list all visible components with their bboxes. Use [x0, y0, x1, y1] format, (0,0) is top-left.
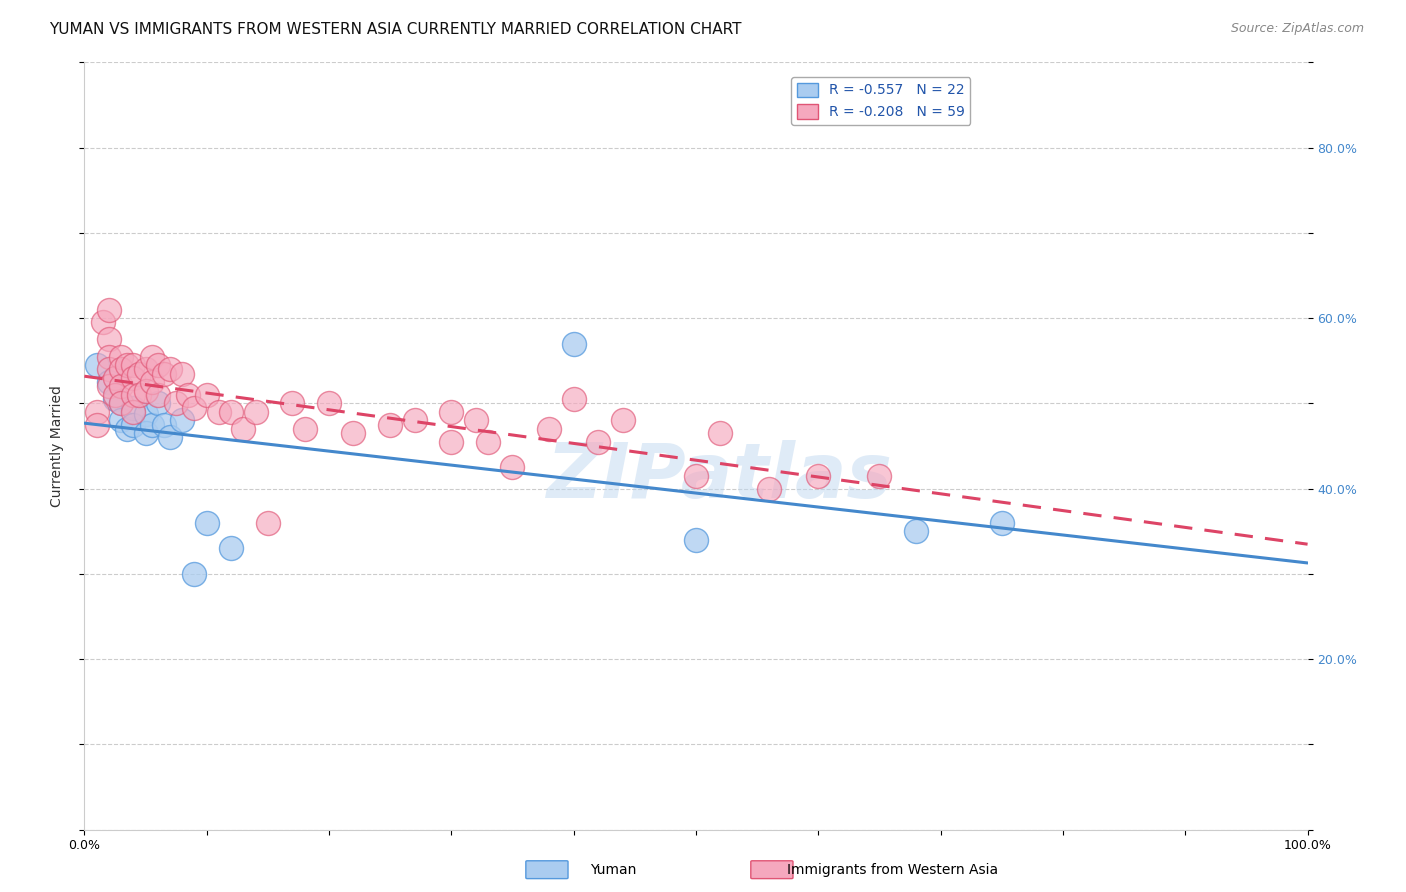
Y-axis label: Currently Married: Currently Married: [49, 385, 63, 507]
Point: [141, 417, 163, 432]
Point: [110, 396, 132, 410]
Point: [135, 426, 157, 441]
Point: [562, 336, 585, 351]
Point: [538, 422, 561, 436]
Point: [183, 566, 205, 581]
Point: [110, 362, 132, 376]
Point: [128, 367, 150, 381]
Point: [502, 460, 524, 475]
Point: [159, 430, 181, 444]
FancyBboxPatch shape: [526, 861, 568, 879]
Point: [97, 362, 120, 376]
Point: [122, 388, 145, 402]
Point: [122, 401, 145, 415]
FancyBboxPatch shape: [751, 861, 793, 879]
Point: [195, 516, 218, 530]
Point: [208, 405, 231, 419]
Point: [294, 422, 316, 436]
Legend: R = -0.557   N = 22, R = -0.208   N = 59: R = -0.557 N = 22, R = -0.208 N = 59: [792, 77, 970, 125]
Point: [141, 375, 163, 389]
Point: [122, 405, 145, 419]
Point: [177, 388, 200, 402]
Point: [97, 333, 120, 347]
Point: [586, 434, 609, 449]
Point: [172, 367, 194, 381]
Point: [380, 417, 402, 432]
Point: [97, 379, 120, 393]
Point: [128, 388, 150, 402]
Point: [91, 315, 114, 329]
Text: Yuman: Yuman: [591, 863, 637, 877]
Point: [219, 541, 242, 556]
Point: [905, 524, 928, 539]
Point: [135, 384, 157, 398]
Point: [97, 350, 120, 364]
Point: [86, 405, 108, 419]
Point: [562, 392, 585, 406]
Point: [115, 358, 138, 372]
Point: [86, 417, 108, 432]
Point: [86, 358, 108, 372]
Point: [685, 468, 707, 483]
Point: [122, 371, 145, 385]
Point: [709, 426, 731, 441]
Point: [869, 468, 891, 483]
Point: [97, 375, 120, 389]
Point: [318, 396, 340, 410]
Point: [612, 413, 634, 427]
Point: [404, 413, 426, 427]
Point: [991, 516, 1014, 530]
Point: [110, 413, 132, 427]
Point: [146, 396, 169, 410]
Point: [159, 362, 181, 376]
Point: [110, 379, 132, 393]
Point: [245, 405, 267, 419]
Point: [807, 468, 830, 483]
Point: [115, 422, 138, 436]
Point: [219, 405, 242, 419]
Point: [146, 388, 169, 402]
Point: [464, 413, 486, 427]
Point: [104, 392, 127, 406]
Point: [281, 396, 304, 410]
Point: [110, 350, 132, 364]
Text: YUMAN VS IMMIGRANTS FROM WESTERN ASIA CURRENTLY MARRIED CORRELATION CHART: YUMAN VS IMMIGRANTS FROM WESTERN ASIA CU…: [49, 22, 742, 37]
Point: [122, 417, 145, 432]
Point: [141, 350, 163, 364]
Point: [97, 302, 120, 317]
Point: [135, 407, 157, 421]
Point: [342, 426, 364, 441]
Point: [153, 367, 176, 381]
Point: [183, 401, 205, 415]
Text: Immigrants from Western Asia: Immigrants from Western Asia: [787, 863, 998, 877]
Point: [685, 533, 707, 547]
Point: [257, 516, 280, 530]
Point: [110, 396, 132, 410]
Text: ZIPatlas: ZIPatlas: [547, 440, 893, 514]
Point: [153, 417, 176, 432]
Point: [104, 371, 127, 385]
Point: [477, 434, 499, 449]
Point: [104, 388, 127, 402]
Point: [172, 413, 194, 427]
Point: [122, 358, 145, 372]
Point: [146, 358, 169, 372]
Point: [195, 388, 218, 402]
Point: [135, 362, 157, 376]
Point: [165, 396, 187, 410]
Point: [440, 405, 463, 419]
Point: [232, 422, 254, 436]
Text: Source: ZipAtlas.com: Source: ZipAtlas.com: [1230, 22, 1364, 36]
Point: [440, 434, 463, 449]
Point: [758, 482, 780, 496]
